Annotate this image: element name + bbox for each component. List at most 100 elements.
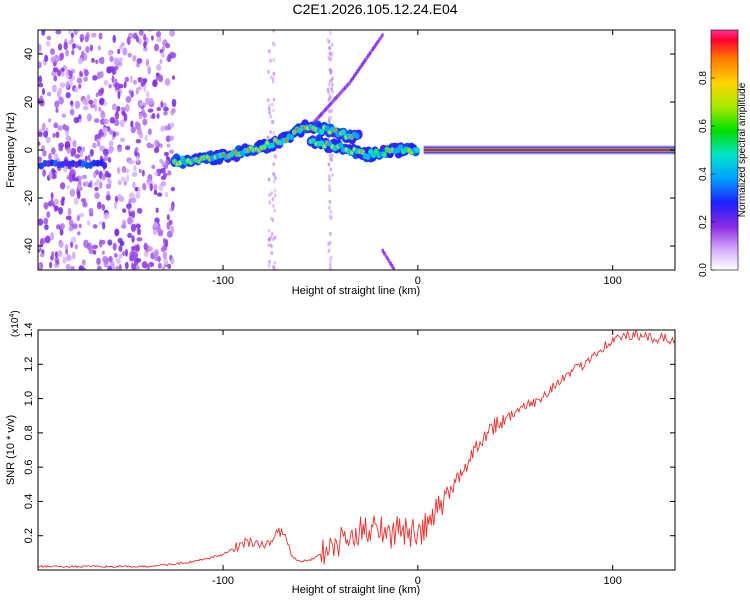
noise-blob — [117, 91, 121, 100]
noise-blob — [68, 174, 74, 183]
spectrogram-panel: -100 0 100 40 20 0 -20 -40 Height of straight l… — [5, 29, 676, 297]
noise-blob — [125, 168, 130, 174]
noise-blob — [156, 113, 160, 119]
noise-blob — [113, 65, 119, 71]
streak-blob — [272, 237, 275, 242]
noise-blob — [135, 87, 139, 95]
streak-blob — [267, 228, 271, 233]
noise-blob — [58, 241, 64, 248]
noise-blob — [136, 207, 143, 214]
main-trace-peak — [333, 128, 337, 133]
noise-blob — [65, 81, 69, 89]
noise-blob — [153, 221, 158, 227]
noise-blob — [86, 243, 91, 250]
noise-blob — [151, 164, 156, 170]
noise-blob — [108, 140, 114, 148]
noise-blob — [85, 46, 90, 54]
noise-blob — [167, 54, 172, 62]
noise-blob — [171, 98, 177, 108]
noise-blob — [68, 70, 73, 77]
streak-blob — [328, 199, 332, 204]
noise-blob — [115, 257, 121, 265]
noise-blob — [92, 244, 99, 250]
noise-blob — [65, 129, 69, 137]
noise-blob — [38, 131, 43, 137]
noise-blob — [54, 205, 59, 211]
noise-blob — [78, 265, 85, 270]
noise-blob — [108, 257, 113, 263]
streak-blob — [328, 109, 331, 114]
noise-blob — [120, 224, 127, 229]
noise-blob — [59, 223, 66, 230]
noise-blob — [102, 127, 108, 134]
streak-blob — [272, 131, 275, 136]
streak-blob — [270, 232, 274, 237]
noise-blob — [141, 169, 145, 177]
colorbar-tick-label: 0.8 — [698, 71, 709, 85]
noise-blob — [131, 246, 135, 251]
noise-blob — [73, 116, 80, 124]
noise-blob — [149, 143, 155, 149]
noise-blob — [88, 99, 94, 105]
noise-blob — [70, 32, 74, 39]
noise-blob — [161, 46, 166, 51]
noise-blob — [112, 242, 117, 251]
noise-blob — [127, 216, 133, 225]
noise-blob — [122, 47, 128, 56]
noise-blob — [137, 86, 143, 91]
noise-blob — [163, 106, 169, 112]
noise-blob — [65, 264, 71, 270]
noise-blob — [77, 57, 83, 65]
noise-blob — [44, 54, 49, 63]
lower-trace-peak — [382, 152, 386, 157]
y-tick-label: 0.2 — [23, 528, 35, 543]
noise-blob — [39, 252, 45, 258]
streak-blob — [267, 263, 271, 268]
noise-blob — [124, 76, 130, 82]
noise-blob — [78, 223, 82, 229]
noise-blob — [67, 207, 72, 216]
noise-blob — [125, 103, 130, 113]
noise-blob — [98, 239, 103, 248]
noise-blob — [120, 106, 127, 112]
noise-blob — [117, 57, 123, 62]
noise-blob — [114, 252, 118, 258]
x-tick-label: 0 — [415, 575, 421, 587]
streak-blob — [328, 45, 332, 50]
figure-title: C2E1.2026.105.12.24.E04 — [292, 1, 457, 17]
noise-blob — [161, 266, 166, 270]
noise-blob — [69, 188, 76, 197]
colorbar-label: Normalized spectral amplitude — [737, 82, 748, 217]
noise-blob — [51, 251, 55, 258]
noise-blob — [82, 200, 86, 208]
noise-blob — [127, 232, 133, 238]
noise-blob — [107, 157, 112, 163]
noise-blob — [72, 251, 76, 260]
noise-blob — [120, 176, 126, 182]
streak-blob — [274, 154, 277, 159]
noise-blob — [136, 35, 139, 43]
noise-blob — [148, 97, 154, 105]
noise-blob — [132, 251, 139, 259]
noise-blob — [58, 144, 64, 152]
noise-blob — [124, 261, 129, 270]
noise-blob — [111, 103, 117, 111]
main-trace-core — [354, 133, 360, 140]
y-tick-label: 0.4 — [23, 494, 35, 509]
noise-blob — [166, 214, 170, 221]
streak-blob — [268, 110, 271, 115]
colorbar-tick-label: 0.4 — [698, 167, 709, 181]
noise-blob — [72, 43, 76, 49]
noise-blob — [131, 235, 135, 243]
noise-blob — [41, 30, 46, 36]
noise-blob — [91, 57, 95, 63]
noise-blob — [48, 152, 52, 161]
streak-blob — [273, 208, 277, 213]
noise-blob — [98, 106, 102, 112]
streak-blob — [327, 174, 331, 179]
streak-blob — [270, 251, 274, 256]
noise-blob — [129, 75, 133, 83]
streak-blob — [269, 58, 272, 63]
noise-blob — [42, 237, 46, 244]
noise-blob — [81, 146, 86, 153]
